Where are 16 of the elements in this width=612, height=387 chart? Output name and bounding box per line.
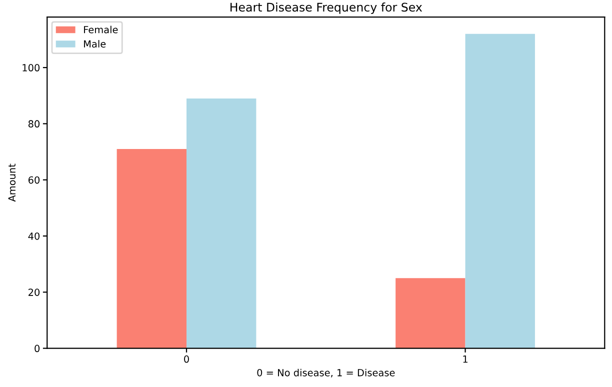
bar (116, 148, 187, 348)
y-tick-label: 60 (28, 176, 40, 184)
y-tick-label: 80 (28, 120, 40, 128)
y-tick-label: 20 (28, 288, 40, 296)
legend-label: Female (84, 26, 118, 34)
y-tick-label: 0 (34, 344, 40, 352)
x-tick-label: 1 (463, 356, 468, 363)
legend-label: Male (84, 40, 106, 48)
x-axis-title: 0 = No disease, 1 = Disease (257, 368, 395, 378)
bar (465, 34, 535, 348)
y-tick-label: 100 (22, 64, 40, 72)
bar (186, 98, 256, 348)
y-tick-label: 40 (28, 232, 40, 240)
y-axis-title: Amount (8, 164, 16, 202)
bar (396, 278, 466, 348)
chart-title: Heart Disease Frequency for Sex (230, 2, 422, 14)
